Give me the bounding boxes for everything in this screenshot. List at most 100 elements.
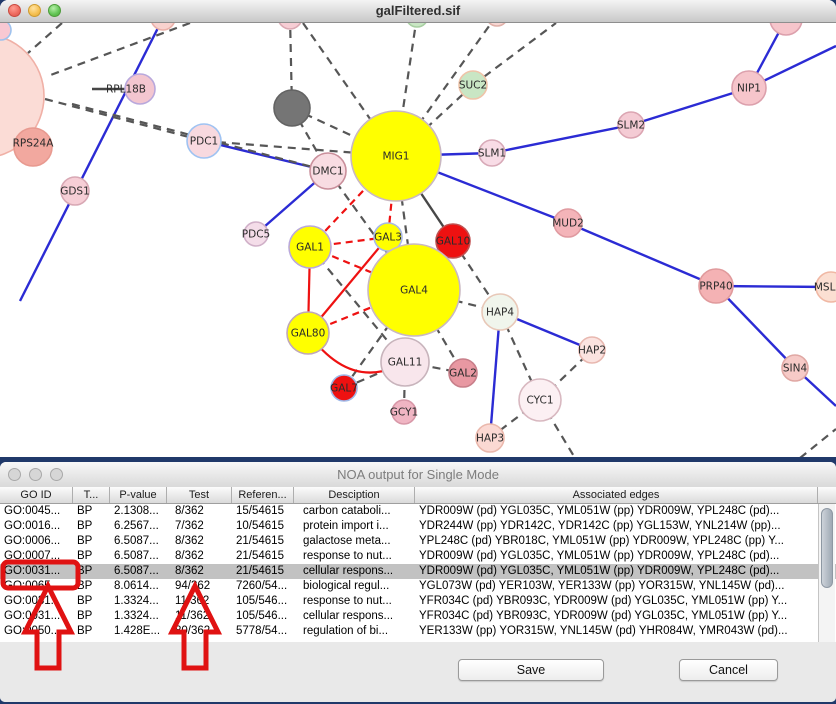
node-nip1[interactable] (731, 70, 767, 106)
cell-description: carbon cataboli... (303, 505, 391, 517)
cell-reference: 105/546... (236, 595, 288, 607)
table-row-7[interactable]: GO:0031... BP 1.3324... 11/362 105/546... res… (0, 594, 836, 609)
node-cyc1[interactable] (518, 378, 562, 422)
node-prp40[interactable] (698, 268, 734, 304)
cell-reference: 10/54615 (236, 520, 284, 532)
node-topcut1[interactable] (151, 23, 175, 31)
minimize-button-icon[interactable] (28, 4, 41, 17)
cell-go-id: GO:0065... (4, 580, 61, 592)
table-row-1[interactable]: GO:0045... BP 2.1308... 8/362 15/54615 carbon… (0, 504, 836, 519)
zoom-button-icon[interactable] (48, 4, 61, 17)
column-header-go-id[interactable]: GO ID (0, 487, 73, 503)
edge-gal7-gal11 (343, 360, 406, 390)
node-mig1[interactable] (350, 110, 442, 202)
cell-p-value: 8.0614... (114, 580, 159, 592)
node-cornercut[interactable] (0, 23, 12, 41)
edge-mud2-prp40 (567, 221, 717, 288)
column-header-type[interactable]: T... (73, 487, 110, 503)
node-gal3[interactable] (373, 222, 403, 252)
noa-window-title: NOA output for Single Mode (337, 467, 499, 482)
cell-p-value: 6.5087... (114, 565, 159, 577)
node-label-gal10: GAL10 (436, 236, 471, 248)
column-header-p-value[interactable]: P-value (110, 487, 167, 503)
table-row-8[interactable]: GO:0031... BP 1.3324... 11/362 105/546... cel… (0, 609, 836, 624)
cell-edges: YDR009W (pd) YGL035C, YML051W (pp) YDR00… (419, 505, 780, 517)
edge-slm1-slm2 (491, 123, 632, 155)
node-gal4[interactable] (367, 243, 461, 337)
cell-type: BP (77, 580, 93, 592)
cell-p-value: 6.2567... (114, 520, 159, 532)
node-gal10[interactable] (435, 223, 471, 259)
node-sin4[interactable] (781, 354, 809, 382)
network-window-titlebar[interactable]: galFiltered.sif (0, 0, 836, 23)
column-header-edges[interactable]: Associated edges (415, 487, 818, 503)
edge-45_98-pdc1 (44, 97, 205, 143)
node-label-mud2: MUD2 (552, 218, 584, 230)
node-bignode[interactable] (0, 34, 45, 158)
table-row-6[interactable]: GO:0065... BP 8.0614... 94/362 7260/54... bio… (0, 579, 836, 594)
node-toprightcut[interactable] (769, 23, 803, 36)
column-header-reference[interactable]: Referen... (232, 487, 294, 503)
cell-go-id: GO:0031... (4, 595, 61, 607)
edge-hap4-hap3 (488, 311, 502, 439)
node-topcut3[interactable] (406, 23, 428, 28)
node-gal7[interactable] (330, 374, 358, 402)
node-graynode[interactable] (273, 89, 311, 127)
node-pdc5[interactable] (243, 221, 269, 247)
cell-description: biological regul... (303, 580, 390, 592)
cell-description: galactose meta... (303, 535, 391, 547)
node-gal80[interactable] (286, 311, 330, 355)
cancel-button[interactable]: Cancel (679, 659, 778, 681)
table-row-4[interactable]: GO:0007... BP 6.5087... 8/362 21/54615 respon… (0, 549, 836, 564)
node-msl5[interactable] (815, 271, 836, 303)
node-slm2[interactable] (617, 111, 645, 139)
close-button-icon[interactable] (8, 4, 21, 17)
node-suc2[interactable] (458, 70, 488, 100)
node-gal11[interactable] (380, 337, 430, 387)
cell-go-id: GO:0031... (4, 565, 61, 577)
column-header-spacer (818, 487, 836, 503)
column-header-description[interactable]: Desciption (294, 487, 415, 503)
node-label-dmc1: DMC1 (312, 166, 343, 178)
node-mud2[interactable] (553, 208, 583, 238)
zoom-button-icon[interactable] (50, 468, 63, 481)
cell-go-id: GO:0006... (4, 535, 61, 547)
node-pdc1[interactable] (186, 123, 222, 159)
node-label-prp40: PRP40 (699, 281, 732, 293)
cell-description: response to nut... (303, 550, 392, 562)
node-gal1[interactable] (288, 225, 332, 269)
table-row-3[interactable]: GO:0006... BP 6.5087... 8/362 21/54615 galact… (0, 534, 836, 549)
node-hap2[interactable] (578, 336, 606, 364)
table-row-5[interactable]: GO:0031... BP 6.5087... 8/362 21/54615 cellul… (0, 564, 836, 579)
save-button[interactable]: Save (458, 659, 604, 681)
node-hap3[interactable] (475, 423, 505, 453)
minimize-button-icon[interactable] (29, 468, 42, 481)
network-canvas[interactable]: RPL18B RPS24A GDS1 PDC1 DMC1 MIG1 SUC2 SLM1 SLM2… (0, 23, 836, 457)
node-label-hap3: HAP3 (476, 433, 504, 445)
cell-go-id: GO:0045... (4, 505, 61, 517)
table-row-9[interactable]: GO:0050... BP 1.428E... 80/362 5778/54... reg… (0, 624, 836, 639)
node-topcut4[interactable] (486, 23, 508, 27)
node-topcut2[interactable] (278, 23, 302, 30)
node-label-gal7: GAL7 (330, 383, 358, 395)
node-dmc1[interactable] (309, 152, 347, 190)
node-slm1[interactable] (478, 139, 506, 167)
node-hap4[interactable] (481, 293, 519, 331)
vertical-scrollbar[interactable] (818, 504, 835, 642)
table-row-2[interactable]: GO:0016... BP 6.2567... 7/362 10/54615 protei… (0, 519, 836, 534)
node-gds1[interactable] (60, 176, 90, 206)
node-gcy1[interactable] (391, 399, 417, 425)
node-label-hap4: HAP4 (486, 307, 514, 319)
node-rpl18b[interactable] (124, 73, 156, 105)
cell-type: BP (77, 550, 93, 562)
column-header-test[interactable]: Test (167, 487, 232, 503)
scrollbar-thumb[interactable] (821, 508, 833, 588)
node-rps24a[interactable] (13, 127, 53, 167)
node-label-gal1: GAL1 (296, 242, 324, 254)
edge-190_22-48_75 (47, 23, 191, 78)
noa-window-titlebar[interactable]: NOA output for Single Mode (0, 462, 836, 488)
close-button-icon[interactable] (8, 468, 21, 481)
node-gal2[interactable] (448, 358, 478, 388)
cell-test: 8/362 (175, 535, 204, 547)
edge-graynode-mig1 (291, 107, 397, 157)
